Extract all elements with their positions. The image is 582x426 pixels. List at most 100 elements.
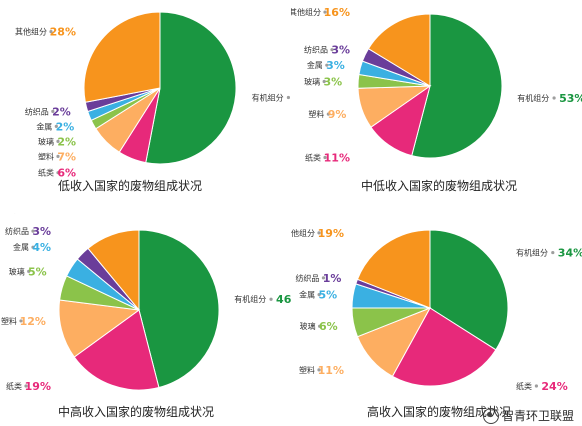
slice-name: 其他组分 (0, 213, 22, 214)
slice-label-paper: 纸类 11% (305, 152, 350, 165)
watermark: 智青环卫联盟 (482, 407, 574, 424)
slice-name: 塑料 (308, 109, 324, 119)
label-dot (318, 324, 322, 328)
label-dot (31, 245, 35, 249)
slice-name: 纺织品 (304, 45, 328, 55)
label-dot (321, 276, 326, 280)
slice-percent: 3% (323, 75, 342, 88)
chart-title: 中低收入国家的废物组成状况 (361, 179, 518, 193)
slice-label-glass: 玻璃 2% (38, 135, 76, 148)
slice-percent: 34% (558, 247, 582, 260)
label-dot (330, 48, 334, 52)
slice-label-textile: 纺织品 3% (304, 44, 350, 57)
slice-name: 金属 (36, 121, 52, 131)
pie-slice-other (83, 11, 161, 103)
slice-name: 其他组分 (15, 27, 47, 37)
label-dot (269, 297, 273, 301)
slice-name: 有机组分 (252, 92, 284, 102)
slice-percent: 9% (328, 108, 347, 121)
slice-percent: 5% (318, 289, 337, 302)
slice-name: 纸类 (6, 381, 22, 391)
label-dot (31, 229, 35, 233)
label-dot (317, 231, 321, 235)
slice-name: 其他组分 (291, 228, 315, 238)
wechat-icon (482, 407, 499, 424)
slice-label-textile: 纺织品 2% (25, 105, 71, 118)
slice-name: 有机组分 (517, 93, 549, 103)
slice-percent: 28% (50, 26, 76, 39)
pie-slice-plastic (58, 299, 141, 358)
slice-label-glass: 玻璃 3% (304, 75, 342, 88)
label-dot (27, 269, 31, 273)
slice-percent: 3% (32, 225, 51, 238)
pie-slice-other (367, 13, 431, 87)
slice-percent: 1% (323, 272, 342, 285)
slice-name: 金属 (299, 290, 315, 300)
slice-label-plastic: 塑料 9% (308, 108, 346, 121)
slice-name: 有机组分 (516, 248, 548, 258)
label-dot (322, 79, 326, 84)
slice-percent: 2% (56, 120, 75, 133)
slice-percent: 4% (32, 241, 51, 254)
label-dot (323, 155, 327, 160)
slice-name: 纸类 (305, 153, 321, 163)
label-dot (317, 368, 321, 372)
slice-label-textile: 纺织品 1% (295, 272, 341, 285)
slice-label-glass: 玻璃 6% (300, 320, 338, 333)
slice-label-textile: 纺织品 3% (5, 225, 51, 238)
slice-name: 纸类 (38, 168, 54, 178)
slice-label-organic: 有机组分 34% (516, 247, 582, 260)
slice-label-paper: 纸类 19% (6, 380, 51, 393)
slice-name: 玻璃 (304, 76, 320, 86)
slice-name: 纺织品 (295, 273, 319, 283)
slice-label-plastic: 塑料 12% (1, 315, 46, 328)
slice-name: 玻璃 (38, 136, 54, 146)
slice-label-other: 其他组分 28% (15, 26, 76, 39)
slice-name: 塑料 (299, 365, 315, 375)
pie-slice-organic (138, 229, 220, 389)
slice-percent: 12% (20, 315, 46, 328)
label-dot (323, 10, 327, 14)
pie-slice-paper (73, 309, 160, 391)
chart-title: 高收入国家的废物组成状况 (367, 405, 512, 419)
slice-percent: 19% (25, 380, 51, 393)
slice-name: 金属 (13, 242, 29, 252)
label-dot (49, 30, 53, 34)
slice-percent: 3% (331, 44, 350, 57)
slice-label-metal: 金属 5% (299, 289, 337, 302)
label-dot (56, 171, 60, 175)
label-dot (56, 139, 60, 143)
slice-name: 纺织品 (25, 106, 49, 116)
label-dot (326, 112, 330, 116)
slice-label-metal: 金属 4% (13, 241, 51, 254)
slice-label-plastic: 塑料 7% (38, 150, 76, 163)
pie-slice-other (87, 229, 140, 312)
slice-percent: 11% (324, 152, 350, 165)
label-dot (286, 95, 291, 100)
label-dot (552, 96, 556, 100)
slice-name: 纺织品 (5, 226, 29, 236)
pie-slice-other (356, 229, 431, 309)
slice-label-organic: 有机组分 46% (234, 293, 291, 306)
slice-label-glass: 玻璃 5% (9, 265, 47, 278)
slice-percent: 11% (318, 364, 344, 377)
slice-percent: 2% (52, 105, 71, 118)
slice-label-other: 其他组分19% (291, 227, 344, 240)
slice-name: 有机组分 (234, 294, 266, 304)
slice-percent: 3% (326, 59, 345, 72)
slice-name: 金属 (307, 60, 323, 70)
label-dot (551, 250, 555, 255)
slice-name: 塑料 (38, 151, 54, 161)
chart-title: 中高收入国家的废物组成状况 (58, 405, 215, 419)
slice-percent: 16% (324, 6, 350, 19)
slice-percent: 11% (25, 213, 51, 216)
watermark-text: 智青环卫联盟 (501, 409, 574, 423)
slice-name: 塑料 (1, 316, 17, 326)
